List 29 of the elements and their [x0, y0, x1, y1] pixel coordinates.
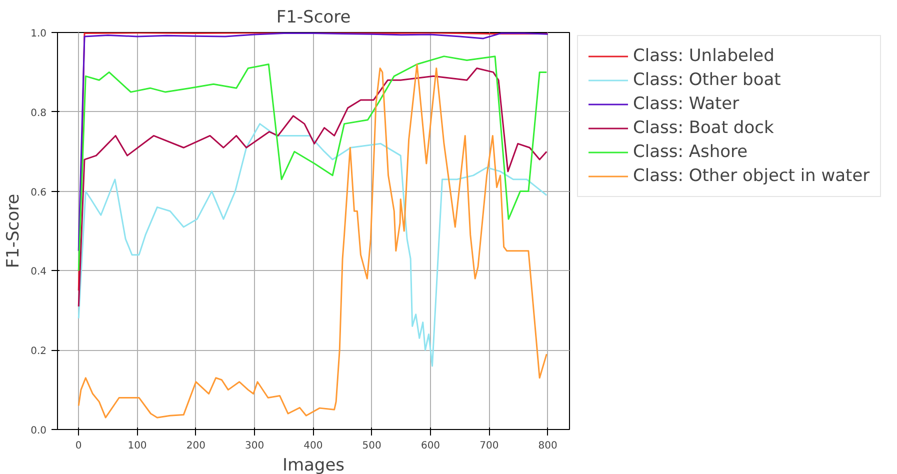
line-series [78, 67, 548, 308]
line-series [78, 123, 548, 367]
x-tick-label: 700 [480, 440, 499, 452]
x-tick-label: 400 [304, 440, 323, 452]
legend-label: Class: Water [633, 94, 740, 114]
x-tick-label: 500 [362, 440, 382, 452]
y-tick-label: 0.2 [30, 346, 47, 358]
legend-label: Class: Other object in water [633, 166, 870, 186]
x-tick-label: 300 [245, 440, 264, 452]
legend-label: Class: Other boat [633, 70, 781, 90]
x-tick-label: 200 [186, 440, 206, 452]
y-tick-label: 0.8 [30, 108, 47, 119]
line-series [78, 56, 548, 272]
x-tick-label: 600 [420, 440, 440, 452]
x-axis-title: Images [282, 456, 345, 474]
y-tick-label: 0.4 [30, 266, 47, 278]
y-axis-title: F1-Score [4, 194, 24, 268]
legend-label: Class: Unlabeled [633, 46, 774, 66]
y-tick-label: 0.6 [30, 187, 47, 198]
line-series [78, 64, 548, 418]
legend-label: Class: Boat dock [633, 118, 774, 138]
x-tick-label: 0 [75, 440, 82, 452]
y-tick-label: 1.0 [30, 28, 47, 40]
y-tick-label: 0.0 [30, 426, 47, 436]
legend-label: Class: Ashore [633, 142, 748, 162]
x-tick-label: 100 [128, 440, 147, 452]
x-tick-label: 800 [538, 440, 558, 452]
chart-title: F1-Score [276, 8, 351, 28]
line-series [78, 32, 549, 252]
